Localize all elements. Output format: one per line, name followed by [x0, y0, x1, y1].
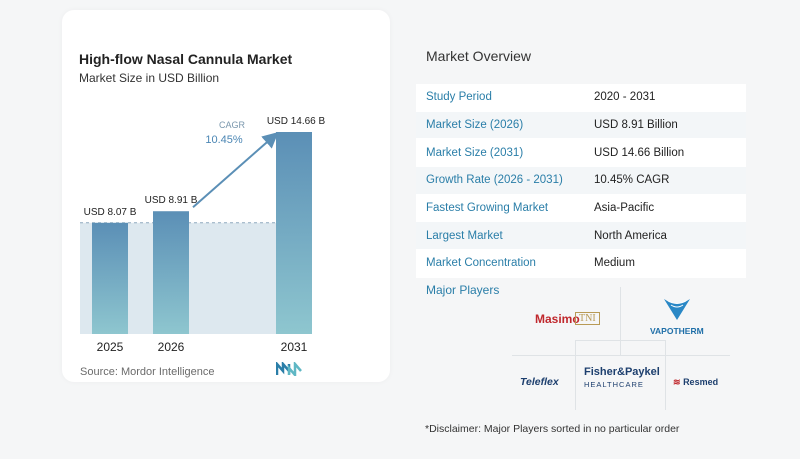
- cagr-arrow: [192, 132, 279, 208]
- overview-row: Market Concentration Medium: [416, 249, 746, 278]
- overview-value: Asia-Pacific: [584, 194, 746, 223]
- bar-2031: [276, 132, 312, 334]
- resmed-logo: ≋ Resmed: [673, 377, 719, 387]
- tni-logo: TNI: [575, 312, 600, 325]
- overview-row: Largest Market North America: [416, 221, 746, 251]
- chart-title: High-flow Nasal Cannula Market: [79, 51, 293, 67]
- overview-value: USD 8.91 Billion: [584, 111, 746, 140]
- fisher-paykel-logo: Fisher&Paykel: [584, 366, 660, 378]
- cagr-value: 10.45%: [205, 134, 243, 146]
- overview-key: Study Period: [416, 84, 584, 112]
- overview-title: Market Overview: [426, 48, 532, 64]
- overview-value: 2020 - 2031: [584, 84, 746, 112]
- players-divider-v1: [620, 287, 621, 355]
- bar-2026: [153, 211, 189, 334]
- overview-key: Market Concentration: [416, 249, 584, 278]
- overview-value: 10.45% CAGR: [584, 166, 746, 195]
- x-tick-label: 2026: [158, 340, 185, 354]
- overview-value: Medium: [584, 249, 746, 278]
- bar-data-label: USD 8.07 B: [84, 207, 137, 218]
- overview-row: Market Size (2026) USD 8.91 Billion: [416, 111, 746, 140]
- overview-row: Fastest Growing Market Asia-Pacific: [416, 194, 746, 223]
- overview-key: Largest Market: [416, 221, 584, 251]
- bar-2025: [92, 222, 128, 334]
- overview-key: Growth Rate (2026 - 2031): [416, 166, 584, 195]
- overview-table: Study Period 2020 - 2031 Market Size (2026…: [416, 84, 746, 278]
- teleflex-logo: Teleflex: [520, 376, 559, 388]
- overview-key: Market Size (2031): [416, 138, 584, 168]
- mordor-logo-icon: [276, 362, 302, 376]
- bar-data-label: USD 14.66 B: [267, 116, 326, 127]
- chart-subtitle: Market Size in USD Billion: [79, 71, 220, 85]
- players-divider-h: [512, 355, 730, 356]
- fisher-paykel-subtitle: HEALTHCARE: [584, 380, 644, 389]
- x-tick-label: 2031: [281, 340, 308, 354]
- source-label: Source: Mordor Intelligence: [80, 366, 215, 378]
- players-box-left: [575, 340, 576, 410]
- masimo-logo: Masimo: [535, 312, 580, 326]
- overview-value: North America: [584, 221, 746, 251]
- resmed-mark-icon: ≋: [673, 377, 681, 387]
- major-players-title: Major Players: [426, 283, 500, 297]
- cagr-label: CAGR: [219, 120, 246, 130]
- overview-row: Study Period 2020 - 2031: [416, 84, 746, 112]
- disclaimer: *Disclaimer: Major Players sorted in no …: [425, 423, 680, 435]
- x-tick-label: 2025: [97, 340, 124, 354]
- bar-data-label: USD 8.91 B: [145, 195, 198, 206]
- overview-value: USD 14.66 Billion: [584, 138, 746, 168]
- vapotherm-icon: [664, 299, 690, 320]
- overview-key: Fastest Growing Market: [416, 194, 584, 223]
- vapotherm-logo: VAPOTHERM: [650, 326, 704, 336]
- players-box-right: [665, 340, 666, 410]
- overview-row: Growth Rate (2026 - 2031) 10.45% CAGR: [416, 166, 746, 195]
- overview-key: Market Size (2026): [416, 111, 584, 140]
- overview-row: Market Size (2031) USD 14.66 Billion: [416, 138, 746, 168]
- players-box-top: [575, 340, 665, 341]
